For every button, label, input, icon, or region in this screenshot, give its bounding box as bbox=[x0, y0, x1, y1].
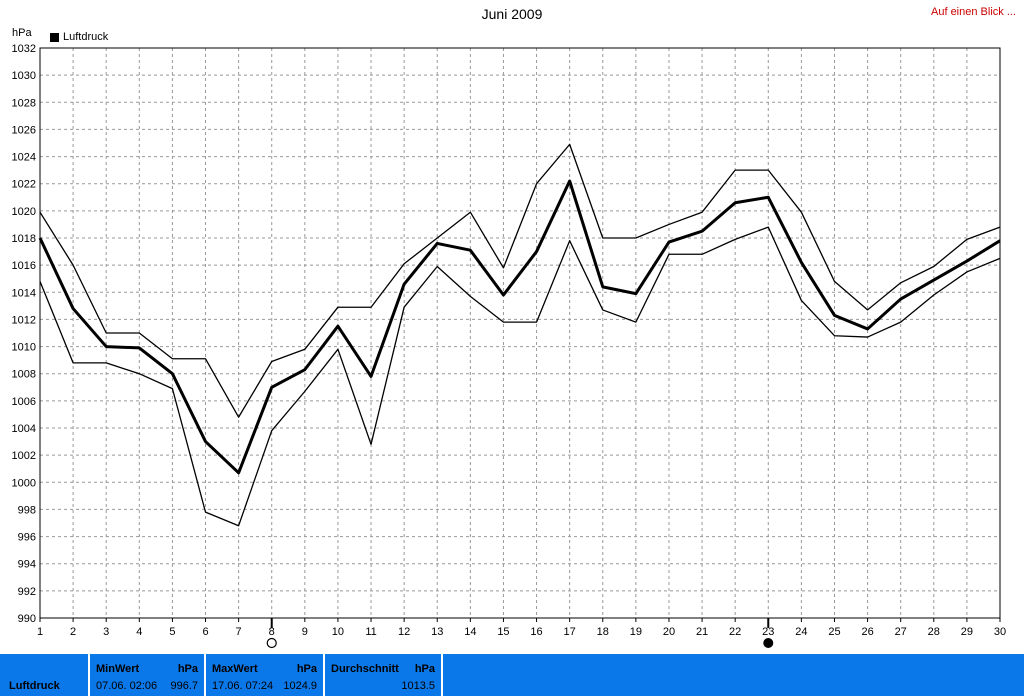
x-tick-label: 26 bbox=[861, 626, 873, 638]
pressure-chart: 9909929949969981000100210041006100810101… bbox=[12, 43, 1006, 649]
avg-label: Durchschnitt bbox=[331, 663, 399, 675]
y-tick-label: 1020 bbox=[12, 206, 36, 218]
separator bbox=[88, 654, 90, 696]
separator bbox=[204, 654, 206, 696]
x-tick-label: 2 bbox=[70, 626, 76, 638]
min-label: MinWert bbox=[96, 663, 140, 675]
y-tick-label: 1028 bbox=[12, 97, 36, 109]
x-tick-label: 22 bbox=[729, 626, 741, 638]
x-tick-label: 4 bbox=[136, 626, 142, 638]
x-tick-label: 25 bbox=[828, 626, 840, 638]
y-tick-label: 1008 bbox=[12, 369, 36, 381]
x-tick-label: 16 bbox=[530, 626, 542, 638]
plot-frame bbox=[39, 47, 1001, 619]
y-tick-label: 1006 bbox=[12, 396, 36, 408]
max-marker-icon bbox=[763, 638, 774, 648]
x-tick-label: 11 bbox=[365, 626, 376, 638]
legend: Luftdruck bbox=[50, 31, 108, 43]
series-line-max bbox=[39, 143, 1001, 418]
summary-name: Luftdruck bbox=[9, 680, 60, 692]
x-tick-label: 24 bbox=[795, 626, 807, 638]
summary-name-box: Luftdruck bbox=[0, 655, 88, 695]
x-tick-label: 5 bbox=[169, 626, 175, 638]
y-tick-label: 994 bbox=[18, 559, 36, 571]
legend-label: Luftdruck bbox=[63, 31, 109, 43]
y-tick-label: 1030 bbox=[12, 70, 36, 82]
y-tick-label: 1024 bbox=[12, 152, 36, 164]
y-tick-label: 1016 bbox=[12, 260, 36, 272]
grid bbox=[39, 47, 1001, 619]
y-tick-label: 1014 bbox=[12, 287, 36, 299]
y-tick-label: 998 bbox=[18, 504, 36, 516]
x-tick-label: 19 bbox=[630, 626, 642, 638]
x-tick-label: 29 bbox=[961, 626, 973, 638]
x-tick-label: 14 bbox=[464, 626, 476, 638]
min-marker-icon bbox=[266, 637, 277, 649]
series bbox=[38, 143, 1001, 527]
summary-bar: Luftdruck MinWert hPa 07.06. 02:06 996.7 M… bbox=[0, 654, 1024, 696]
legend-swatch bbox=[50, 32, 59, 42]
x-tick-label: 17 bbox=[564, 626, 576, 638]
y-tick-label: 1022 bbox=[12, 179, 36, 191]
x-tick-label: 28 bbox=[928, 626, 940, 638]
markers bbox=[266, 618, 774, 649]
min-box: MinWert hPa 07.06. 02:06 996.7 bbox=[90, 655, 204, 695]
max-label: MaxWert bbox=[212, 663, 258, 675]
separator bbox=[323, 654, 325, 696]
x-tick-label: 1 bbox=[37, 626, 43, 638]
y-axis: 990 992 994 996 998 1000 1002 1004 1006 1008 1010 1… bbox=[12, 43, 36, 625]
x-tick-label: 10 bbox=[332, 626, 344, 638]
y-tick-label: 1026 bbox=[12, 124, 36, 136]
x-tick-label: 20 bbox=[663, 626, 675, 638]
x-tick-label: 7 bbox=[236, 626, 242, 638]
y-tick-label: 1018 bbox=[12, 233, 36, 245]
max-value: 1024.9 bbox=[283, 680, 317, 692]
overview-link[interactable]: Auf einen Blick ... bbox=[931, 6, 1016, 18]
y-tick-label: 1002 bbox=[12, 450, 36, 462]
x-tick-label: 9 bbox=[302, 626, 308, 638]
y-tick-label: 992 bbox=[18, 586, 36, 598]
max-box: MaxWert hPa 17.06. 07:24 1024.9 bbox=[206, 655, 323, 695]
x-tick-label: 23 bbox=[762, 626, 774, 638]
x-tick-label: 18 bbox=[597, 626, 609, 638]
max-date: 17.06. 07:24 bbox=[212, 680, 274, 692]
x-tick-label: 8 bbox=[269, 626, 275, 638]
avg-box: Durchschnitt hPa 1013.5 bbox=[325, 655, 441, 695]
y-tick-label: 1004 bbox=[12, 423, 36, 435]
y-tick-label: 1012 bbox=[12, 314, 36, 326]
separator bbox=[441, 654, 443, 696]
x-tick-label: 30 bbox=[994, 626, 1006, 638]
x-tick-label: 21 bbox=[696, 626, 708, 638]
y-tick-label: 996 bbox=[18, 532, 36, 544]
min-value: 996.7 bbox=[170, 680, 198, 692]
series-line-mean bbox=[38, 179, 1001, 475]
y-axis-unit-label: hPa bbox=[12, 27, 32, 39]
x-tick-label: 13 bbox=[431, 626, 443, 638]
max-unit: hPa bbox=[296, 663, 317, 675]
min-date: 07.06. 02:06 bbox=[96, 680, 158, 692]
avg-unit: hPa bbox=[414, 663, 435, 675]
x-tick-label: 3 bbox=[103, 626, 109, 638]
x-tick-label: 27 bbox=[895, 626, 907, 638]
avg-value: 1013.5 bbox=[401, 680, 435, 692]
y-tick-label: 1032 bbox=[12, 43, 36, 55]
min-unit: hPa bbox=[177, 663, 198, 675]
x-tick-label: 12 bbox=[398, 626, 410, 638]
y-tick-label: 1010 bbox=[12, 342, 36, 354]
y-tick-label: 1000 bbox=[12, 477, 36, 489]
series-line-min bbox=[39, 226, 1001, 527]
chart-title: Juni 2009 bbox=[481, 6, 543, 22]
x-tick-label: 15 bbox=[497, 626, 509, 638]
x-tick-label: 6 bbox=[202, 626, 208, 638]
y-tick-label: 990 bbox=[18, 613, 36, 625]
x-axis: 1 2 3 4 5 6 7 8 9 10 11 12 13 14 15 16 17 18 19 20 21 22 23 24 2… bbox=[37, 618, 1006, 638]
